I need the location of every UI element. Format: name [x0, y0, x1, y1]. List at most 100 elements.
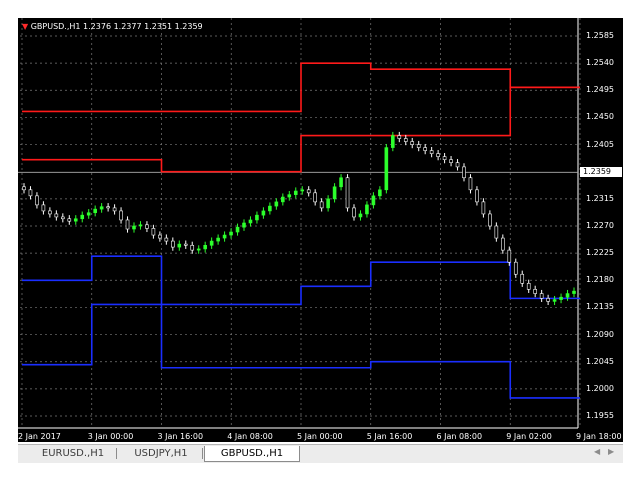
candle-body [410, 141, 415, 145]
tab-eurusd[interactable]: EURUSD.,H1 [41, 448, 105, 459]
chart-canvas [18, 18, 581, 429]
price-tick-label: 1.2090 [586, 329, 614, 339]
candle-body [229, 231, 233, 236]
symbol-quote: GBPUSD.,H1 1.2376 1.2377 1.2351 1.2359 [30, 22, 203, 31]
tab-usdjpy[interactable]: USDJPY,H1 [134, 448, 188, 459]
candle-body [526, 283, 531, 290]
candle-body [488, 213, 492, 227]
price-tick-label: 1.2585 [586, 31, 614, 40]
candle-body [533, 289, 537, 294]
candle-body [339, 177, 343, 188]
price-tick-label: 1.2495 [586, 85, 614, 95]
candle-body [177, 243, 182, 248]
candle-body [313, 192, 317, 203]
candle-body [99, 206, 104, 210]
candle-body [22, 186, 26, 191]
candle-body [319, 201, 324, 209]
price-tick-label: 1.2450 [586, 112, 614, 122]
candle-body [326, 198, 330, 209]
candle-body [365, 204, 369, 215]
candle-body [391, 135, 395, 148]
price-tick-label: 1.2540 [586, 58, 614, 68]
lower-level-line [22, 255, 580, 306]
candle-body [132, 225, 136, 230]
candle-body [403, 138, 408, 142]
time-tick-label: 3 Jan 16:00 [157, 432, 204, 441]
candle-body [416, 144, 421, 148]
scroll-right-icon[interactable]: ▶ [608, 447, 615, 456]
tab-separator [202, 448, 203, 459]
candle-body [138, 224, 143, 227]
time-tick-label: 9 Jan 02:00 [506, 432, 552, 441]
candle-body [171, 240, 175, 248]
price-tick-label: 1.2000 [586, 383, 614, 393]
candle-body [572, 290, 576, 294]
price-tick-label: 1.1955 [586, 411, 614, 420]
candle-body [235, 226, 240, 233]
candle-body [196, 248, 201, 251]
candle-body [442, 156, 447, 160]
candle-body [203, 245, 207, 250]
price-tick-label: 1.2225 [586, 248, 614, 258]
candle-body [345, 177, 350, 209]
candle-body [242, 222, 246, 228]
price-tick-label: 1.2135 [586, 302, 614, 312]
candle-body [513, 261, 518, 275]
candle-body [86, 212, 91, 216]
candle-body [539, 293, 544, 299]
dropdown-triangle-icon: ▼ [22, 22, 29, 31]
candle-body [501, 237, 505, 251]
candle-body [48, 210, 52, 215]
candle-body [300, 189, 305, 192]
symbol-header: ▼ GBPUSD.,H1 1.2376 1.2377 1.2351 1.2359 [22, 22, 203, 31]
candle-body [352, 207, 356, 218]
scroll-left-icon[interactable]: ◀ [594, 447, 601, 456]
candle-body [41, 204, 46, 212]
candle-body [423, 147, 427, 151]
candle-body [436, 153, 440, 157]
candle-body [429, 150, 434, 154]
time-tick-label: 5 Jan 16:00 [366, 432, 413, 441]
tab-gbpusd[interactable]: GBPUSD.,H1 [204, 446, 300, 462]
candle-body [145, 224, 149, 229]
candle-body [507, 249, 512, 263]
candle-body [125, 219, 130, 230]
candle-body [462, 166, 466, 179]
candle-body [119, 210, 123, 221]
chart-tabs: EURUSD.,H1 USDJPY,H1 GBPUSD.,H1 ◀ ▶ [18, 444, 623, 463]
candle-body [73, 218, 78, 222]
price-tick-label: 1.2315 [586, 193, 614, 203]
candle-body [268, 205, 272, 212]
upper-level-line [22, 86, 580, 173]
candle-body [384, 147, 389, 191]
current-price-label: 1.2359 [580, 167, 622, 178]
candle-body [358, 213, 363, 218]
lower-level-line [22, 303, 580, 399]
candle-body [164, 237, 169, 242]
candle-body [293, 190, 298, 195]
candle-body [151, 228, 156, 236]
candle-body [552, 299, 557, 302]
candle-body [371, 195, 376, 206]
candle-body [209, 240, 214, 246]
candle-body [190, 245, 195, 251]
candle-body [397, 135, 402, 139]
candle-body [520, 273, 525, 284]
candle-body [35, 195, 39, 206]
candle-body [494, 225, 499, 239]
candle-body [255, 214, 259, 221]
candle-body [183, 243, 188, 246]
chart-window[interactable]: ▼ GBPUSD.,H1 1.2376 1.2377 1.2351 1.2359… [18, 18, 623, 442]
candle-body [274, 201, 279, 207]
candle-body [248, 219, 253, 224]
tab-separator [116, 448, 117, 459]
candle-body [261, 210, 266, 216]
candle-body [67, 218, 72, 222]
time-tick-label: 2 Jan 2017 [18, 432, 61, 441]
candle-body [54, 213, 59, 218]
candle-body [449, 159, 453, 163]
candle-body [287, 194, 292, 198]
candle-body [455, 162, 460, 168]
time-tick-label: 5 Jan 00:00 [297, 432, 343, 441]
candle-body [559, 296, 563, 300]
